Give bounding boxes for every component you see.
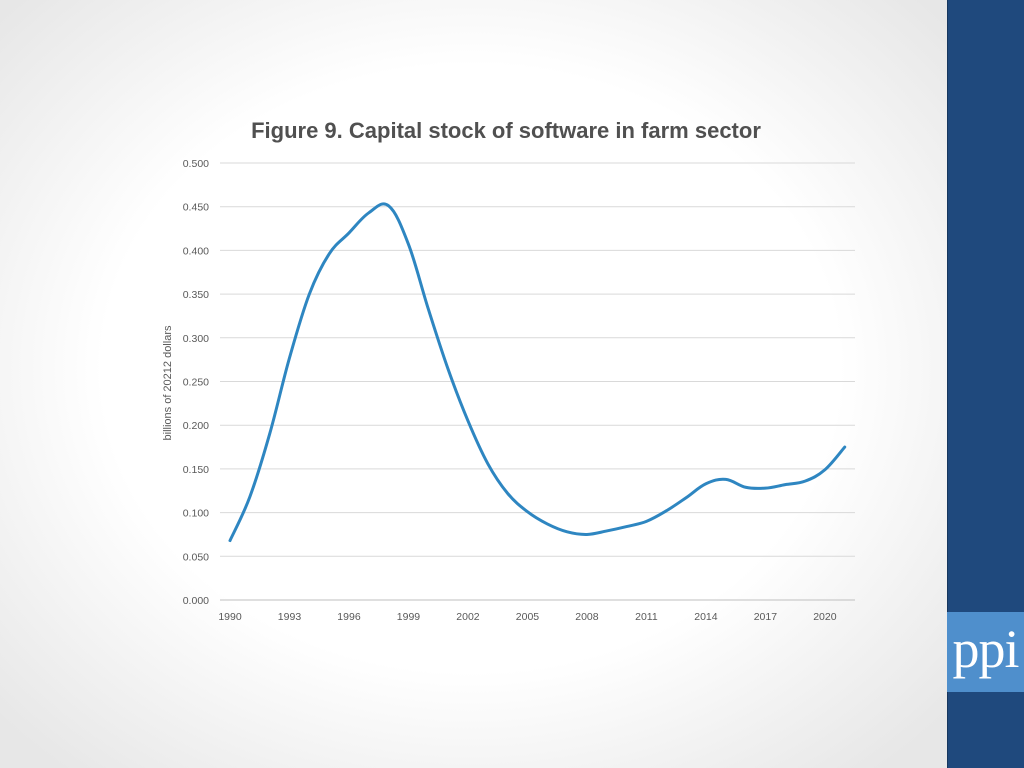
x-tick-label: 1993	[278, 611, 302, 623]
x-tick-label: 2017	[754, 611, 778, 623]
y-tick-label: 0.200	[183, 420, 209, 432]
line-chart: Figure 9. Capital stock of software in f…	[162, 118, 855, 623]
y-tick-label: 0.450	[183, 202, 209, 214]
x-tick-label: 2020	[813, 611, 837, 623]
y-tick-labels: 0.000 0.050 0.100 0.150 0.200 0.250 0.300 0.350…	[183, 158, 209, 607]
gridlines	[220, 162, 855, 601]
y-tick-label: 0.350	[183, 289, 209, 301]
x-tick-label: 2008	[575, 611, 599, 623]
x-tick-labels: 1990 1993 1996 1999 2002 2005 2008 2011 2014 2017…	[218, 611, 836, 623]
x-tick-label: 1990	[218, 611, 242, 623]
x-tick-label: 1996	[337, 611, 361, 623]
y-axis-label: billions of 20212 dollars	[162, 325, 174, 440]
x-tick-label: 2011	[635, 611, 658, 623]
y-tick-label: 0.250	[183, 377, 209, 389]
y-tick-label: 0.400	[183, 245, 209, 257]
y-tick-label: 0.000	[183, 595, 209, 607]
band-edge	[947, 0, 948, 768]
y-tick-label: 0.300	[183, 333, 209, 345]
y-tick-label: 0.500	[183, 158, 209, 170]
x-tick-label: 1999	[397, 611, 421, 623]
x-tick-label: 2002	[456, 611, 480, 623]
x-tick-label: 2005	[516, 611, 540, 623]
logo-text: ppi	[952, 619, 1019, 679]
series-line	[228, 202, 847, 543]
y-tick-label: 0.150	[183, 464, 209, 476]
ppi-logo: ppi	[947, 612, 1024, 692]
x-tick-label: 2014	[694, 611, 718, 623]
chart-title: Figure 9. Capital stock of software in f…	[251, 118, 761, 143]
y-tick-label: 0.050	[183, 551, 209, 563]
y-tick-label: 0.100	[183, 508, 209, 520]
series-group	[228, 202, 847, 543]
